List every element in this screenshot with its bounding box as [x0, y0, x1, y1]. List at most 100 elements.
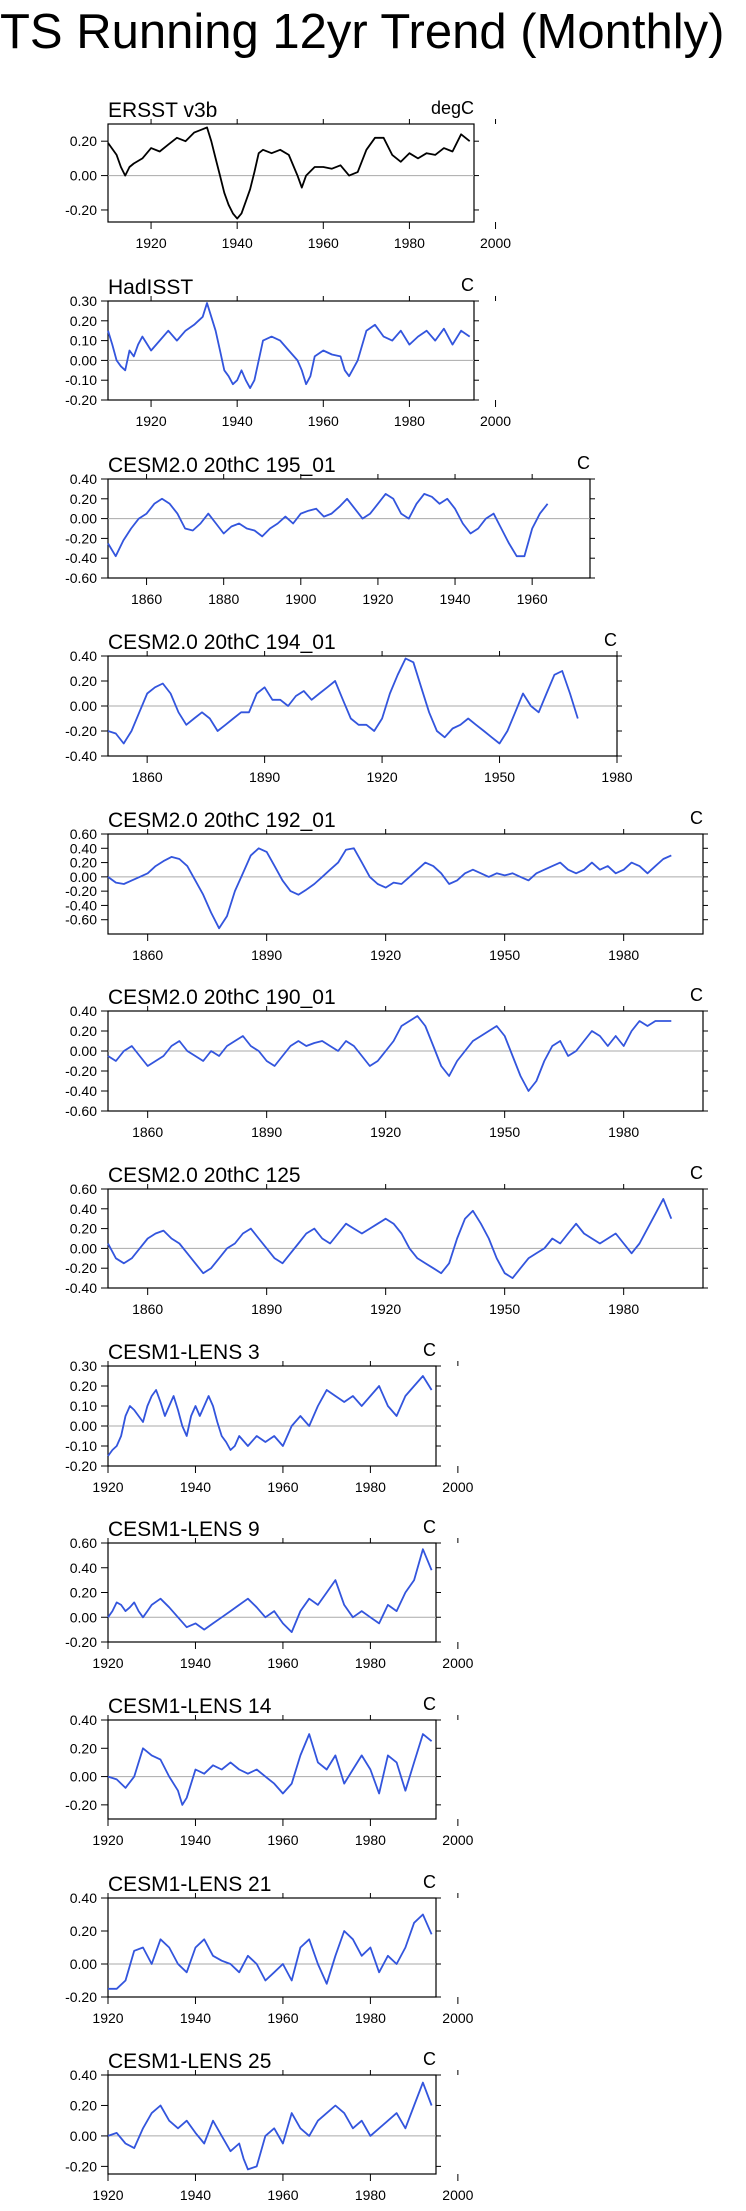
- panel-title: CESM2.0 20thC 192_01: [108, 809, 336, 832]
- y-tick-label: 0.20: [70, 1023, 97, 1039]
- x-tick-label: 1960: [267, 1479, 298, 1495]
- x-tick-label: 1980: [394, 413, 425, 429]
- x-tick-label: 1950: [484, 769, 515, 785]
- x-tick-label: 1940: [180, 2010, 211, 2026]
- series-line: [107, 1548, 433, 1633]
- x-tick-label: 1960: [267, 2187, 298, 2203]
- panel-frame: [107, 1010, 704, 1112]
- x-tick-label: 1980: [355, 2187, 386, 2203]
- y-tick-label: 0.00: [70, 1956, 97, 1972]
- x-tick-label: 1950: [489, 1301, 520, 1317]
- x-tick-label: 1860: [132, 769, 163, 785]
- x-tick-label: 1920: [92, 2010, 123, 2026]
- y-tick-label: 0.00: [70, 1609, 97, 1625]
- x-tick-label: 1980: [608, 947, 639, 963]
- x-tick-label: 1920: [370, 1124, 401, 1140]
- series-line: [107, 126, 471, 220]
- x-tick-label: 1920: [370, 947, 401, 963]
- x-tick-label: 1980: [355, 1479, 386, 1495]
- y-tick-label: 0.40: [70, 471, 97, 487]
- panel-title: ERSST v3b: [108, 99, 217, 122]
- y-tick-label: 0.60: [70, 1181, 97, 1197]
- y-tick-label: -0.20: [65, 723, 97, 739]
- x-tick-label: 1980: [601, 769, 632, 785]
- x-tick-label: 2000: [442, 1479, 473, 1495]
- x-tick-label: 1980: [608, 1124, 639, 1140]
- y-tick-label: 0.00: [70, 698, 97, 714]
- x-tick-label: 1960: [267, 1832, 298, 1848]
- x-tick-label: 1950: [489, 947, 520, 963]
- x-tick-label: 1960: [267, 2010, 298, 2026]
- x-tick-label: 1890: [251, 1301, 282, 1317]
- y-tick-label: -0.20: [65, 1458, 97, 1474]
- x-tick-label: 1950: [489, 1124, 520, 1140]
- panel-frame: [107, 2074, 437, 2175]
- panel-title: CESM1-LENS 3: [108, 1341, 260, 1364]
- panel-title: CESM1-LENS 21: [108, 1873, 271, 1896]
- y-tick-label: 0.00: [70, 1418, 97, 1434]
- y-tick-label: -0.20: [65, 2158, 97, 2174]
- y-tick-label: 0.20: [70, 313, 97, 329]
- x-tick-label: 2000: [442, 1832, 473, 1848]
- y-tick-label: -0.20: [65, 1989, 97, 2005]
- series-line: [107, 1198, 673, 1279]
- series-line: [107, 1375, 433, 1457]
- y-tick-label: -0.40: [65, 897, 97, 913]
- panel-title: HadISST: [108, 276, 193, 299]
- y-tick-label: -0.20: [65, 530, 97, 546]
- y-tick-label: 0.40: [70, 1201, 97, 1217]
- y-tick-label: 0.60: [70, 826, 97, 842]
- page-title: TS Running 12yr Trend (Monthly): [0, 5, 725, 59]
- x-tick-label: 1920: [92, 1832, 123, 1848]
- x-tick-label: 1920: [92, 1655, 123, 1671]
- panel-frame: [107, 1188, 704, 1289]
- y-tick-label: -0.10: [65, 1438, 97, 1454]
- panel-title: CESM2.0 20thC 125: [108, 1164, 301, 1187]
- series-line: [107, 1015, 672, 1092]
- x-tick-label: 1940: [222, 413, 253, 429]
- y-tick-label: -0.40: [65, 748, 97, 764]
- y-tick-label: -0.60: [65, 912, 97, 928]
- x-tick-label: 1860: [131, 591, 162, 607]
- panel-units: C: [604, 630, 617, 650]
- y-tick-label: 0.20: [70, 673, 97, 689]
- x-tick-label: 1920: [92, 1479, 123, 1495]
- panel-units: C: [690, 808, 703, 828]
- x-tick-label: 1940: [222, 235, 253, 251]
- panel-title: CESM1-LENS 25: [108, 2050, 271, 2073]
- y-tick-label: 0.30: [70, 293, 97, 309]
- y-tick-label: -0.60: [65, 570, 97, 586]
- x-tick-label: 1940: [180, 1832, 211, 1848]
- panel-frame: [107, 478, 591, 579]
- y-tick-label: 0.20: [70, 1585, 97, 1601]
- y-tick-label: -0.40: [65, 1083, 97, 1099]
- y-tick-label: 0.20: [70, 855, 97, 871]
- x-tick-label: 2000: [480, 235, 511, 251]
- x-tick-label: 2000: [442, 2187, 473, 2203]
- panel-units: C: [423, 2049, 436, 2069]
- panel-frame: [107, 1897, 437, 1998]
- panel-frame: [107, 833, 704, 935]
- y-tick-label: 0.00: [70, 352, 97, 368]
- y-tick-label: 0.00: [70, 1043, 97, 1059]
- x-tick-label: 1980: [355, 2010, 386, 2026]
- series-line: [107, 302, 471, 389]
- y-tick-label: -0.40: [65, 1280, 97, 1296]
- y-tick-label: -0.20: [65, 1260, 97, 1276]
- x-tick-label: 1880: [208, 591, 239, 607]
- y-tick-label: 0.00: [70, 1240, 97, 1256]
- y-tick-label: 0.00: [70, 511, 97, 527]
- y-tick-label: 0.40: [70, 840, 97, 856]
- x-tick-label: 1940: [180, 1655, 211, 1671]
- y-tick-label: -0.60: [65, 1103, 97, 1119]
- x-tick-label: 1980: [394, 235, 425, 251]
- y-tick-label: 0.00: [70, 2128, 97, 2144]
- x-tick-label: 1960: [267, 1655, 298, 1671]
- y-tick-label: -0.20: [65, 1063, 97, 1079]
- panel-units: C: [423, 1517, 436, 1537]
- panel-frame: [107, 123, 475, 223]
- x-tick-label: 1960: [517, 591, 548, 607]
- y-tick-label: 0.00: [70, 869, 97, 885]
- x-tick-label: 1940: [180, 1479, 211, 1495]
